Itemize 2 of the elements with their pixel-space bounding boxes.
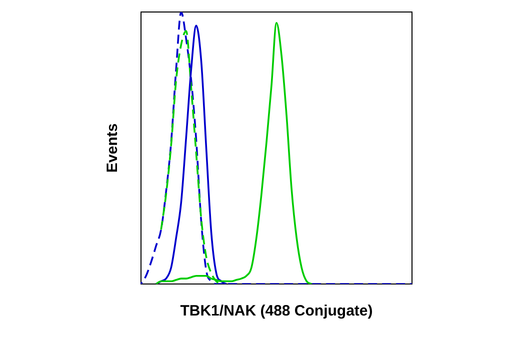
y-axis-title: Events bbox=[104, 123, 122, 173]
x-axis-title: TBK1/NAK (488 Conjugate) bbox=[180, 302, 373, 320]
